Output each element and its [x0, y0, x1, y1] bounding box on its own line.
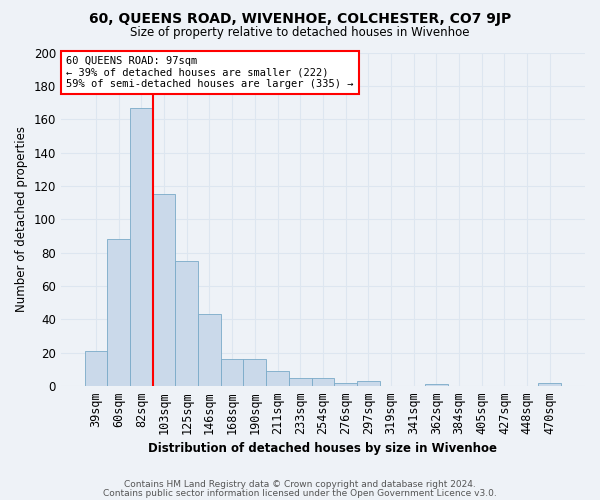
Bar: [266, 371, 289, 386]
Text: Contains HM Land Registry data © Crown copyright and database right 2024.: Contains HM Land Registry data © Crown c…: [124, 480, 476, 489]
Bar: [289, 378, 311, 386]
Bar: [357, 381, 380, 386]
Bar: [334, 382, 357, 386]
Bar: [175, 261, 198, 386]
Bar: [152, 194, 175, 386]
Bar: [425, 384, 448, 386]
Bar: [85, 351, 107, 386]
X-axis label: Distribution of detached houses by size in Wivenhoe: Distribution of detached houses by size …: [148, 442, 497, 455]
Text: 60, QUEENS ROAD, WIVENHOE, COLCHESTER, CO7 9JP: 60, QUEENS ROAD, WIVENHOE, COLCHESTER, C…: [89, 12, 511, 26]
Bar: [107, 240, 130, 386]
Bar: [130, 108, 152, 386]
Bar: [311, 378, 334, 386]
Bar: [244, 360, 266, 386]
Text: Size of property relative to detached houses in Wivenhoe: Size of property relative to detached ho…: [130, 26, 470, 39]
Text: 60 QUEENS ROAD: 97sqm
← 39% of detached houses are smaller (222)
59% of semi-det: 60 QUEENS ROAD: 97sqm ← 39% of detached …: [66, 56, 353, 89]
Text: Contains public sector information licensed under the Open Government Licence v3: Contains public sector information licen…: [103, 488, 497, 498]
Bar: [538, 382, 561, 386]
Y-axis label: Number of detached properties: Number of detached properties: [15, 126, 28, 312]
Bar: [198, 314, 221, 386]
Bar: [221, 360, 244, 386]
